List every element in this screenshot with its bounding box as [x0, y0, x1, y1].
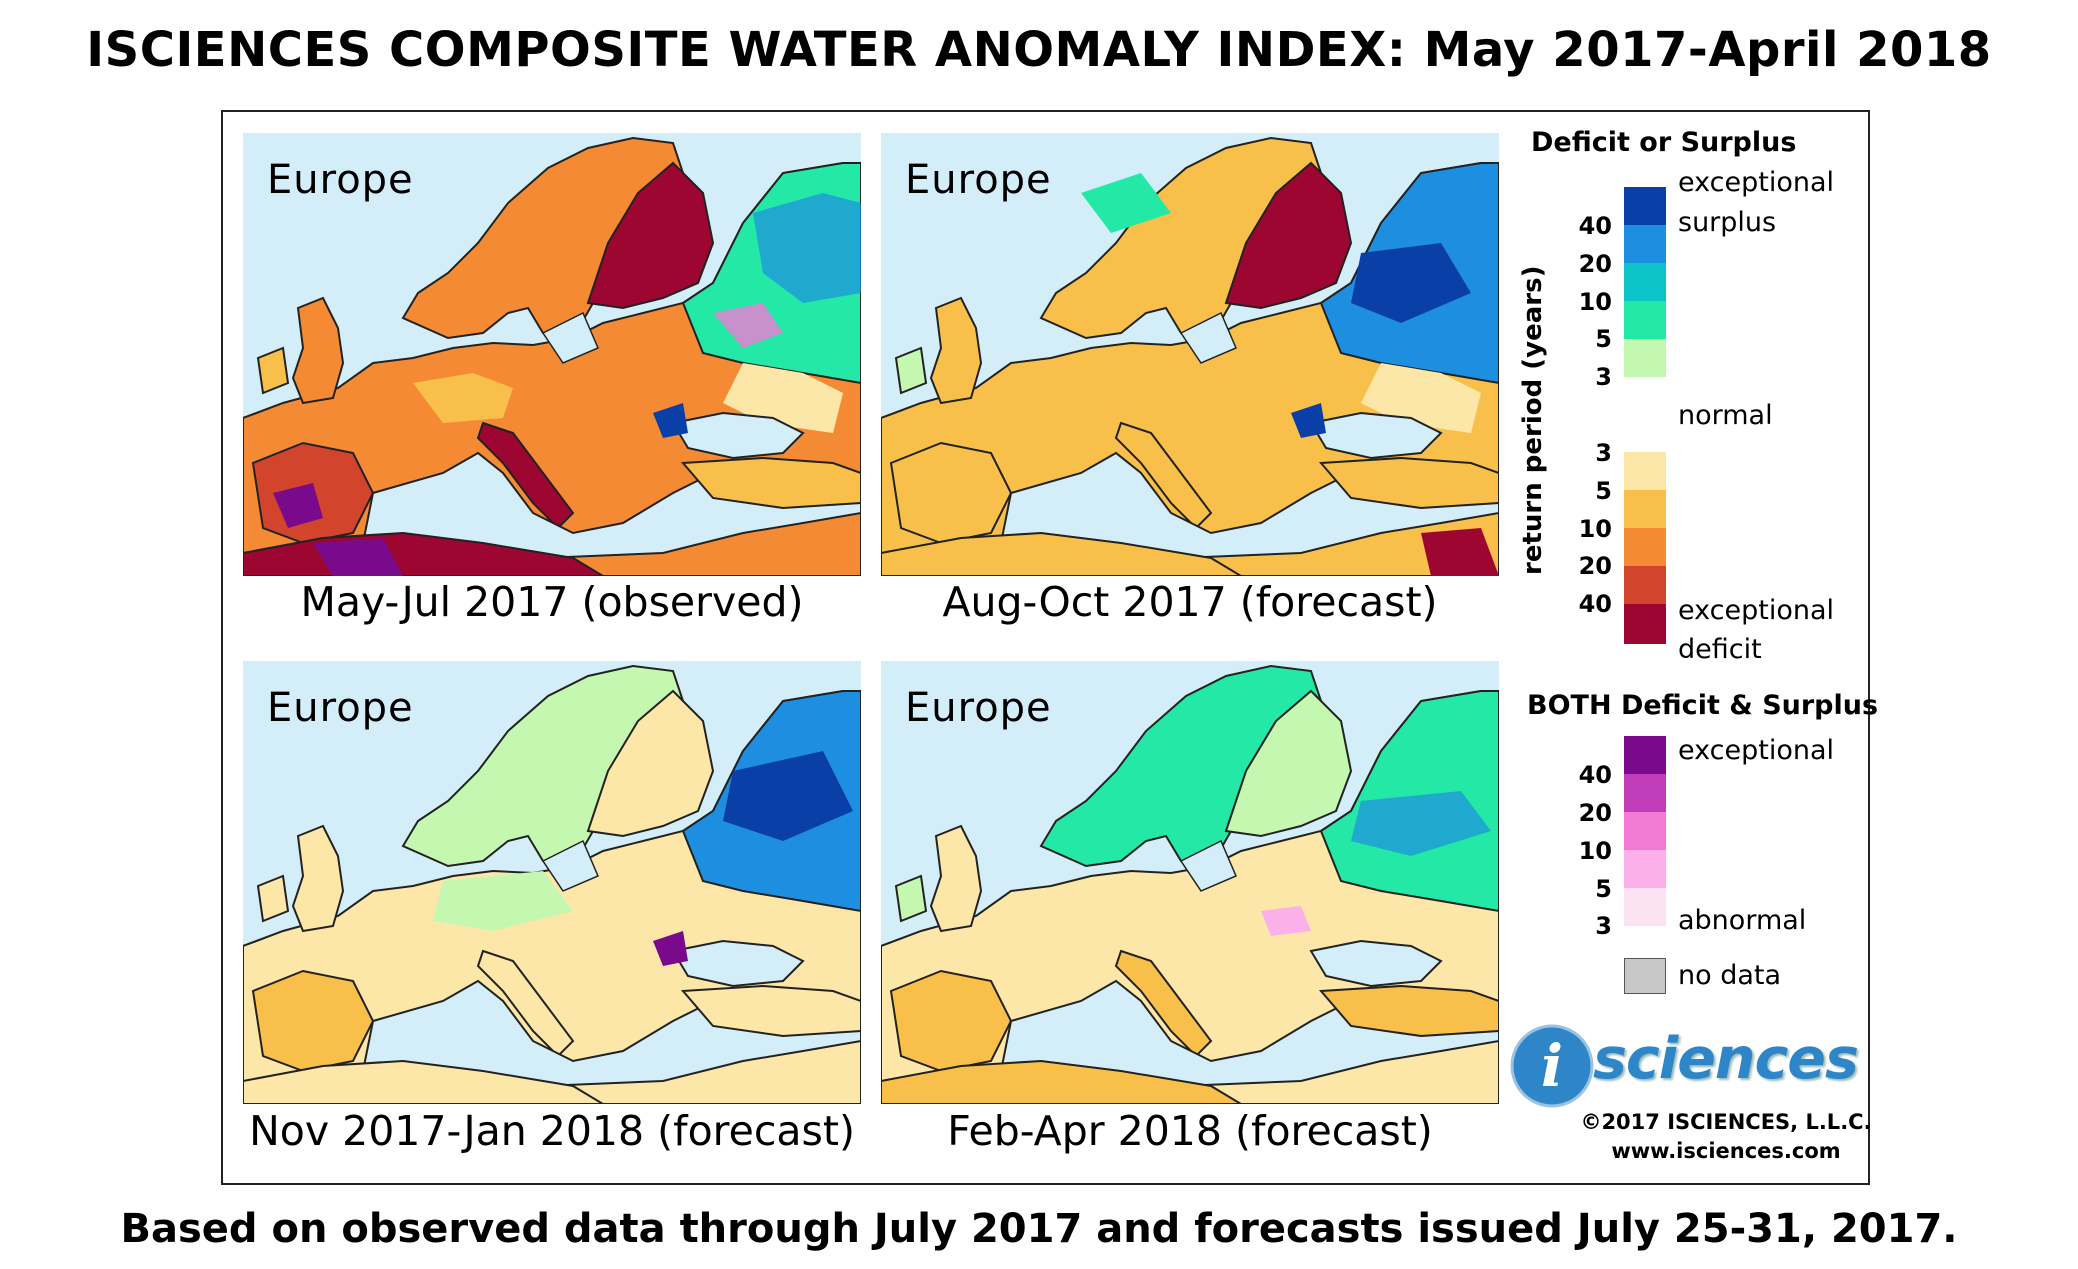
legend-tick: 40: [1578, 590, 1612, 618]
legend-swatch-deficit-5: [1624, 490, 1666, 528]
legend-tick: 5: [1595, 477, 1612, 505]
panel-caption: Feb-Apr 2018 (forecast): [947, 1107, 1433, 1155]
legend-swatch-deficit-20: [1624, 566, 1666, 604]
legend-swatch-no-data: [1624, 958, 1666, 994]
logo-wordmark: sciences: [1593, 1026, 1859, 1092]
legend-swatch-deficit-3: [1624, 452, 1666, 490]
legend-swatch-surplus-10: [1624, 263, 1666, 301]
map-region-label: Europe: [267, 685, 414, 731]
panel-caption: Nov 2017-Jan 2018 (forecast): [249, 1107, 855, 1155]
map-region-label: Europe: [267, 157, 414, 203]
legend-tick: 20: [1578, 799, 1612, 827]
page-title: ISCIENCES COMPOSITE WATER ANOMALY INDEX:…: [86, 22, 1992, 78]
legend-title-deficit-surplus: Deficit or Surplus: [1531, 127, 1797, 158]
legend-label-deficit: deficit: [1678, 634, 1762, 665]
map-region-label: Europe: [905, 685, 1052, 731]
panel-caption: May-Jul 2017 (observed): [300, 578, 804, 626]
legend-title-both: BOTH Deficit & Surplus: [1527, 690, 1879, 721]
legend-tick: 5: [1595, 325, 1612, 353]
map-panel-aug-oct-2017: Europe: [881, 133, 1499, 576]
legend-swatch-both-20: [1624, 774, 1666, 812]
legend-tick: 10: [1578, 288, 1612, 316]
map-panel-may-jul-2017: Europe: [243, 133, 861, 576]
map-panel-feb-apr-2018: Europe: [881, 661, 1499, 1104]
legend-swatch-surplus-20: [1624, 225, 1666, 263]
legend-swatch-deficit-10: [1624, 528, 1666, 566]
legend-swatch-normal: [1624, 377, 1666, 452]
legend-tick: 3: [1595, 439, 1612, 467]
legend-tick: 40: [1578, 212, 1612, 240]
legend-label-exceptional: exceptional: [1678, 167, 1835, 198]
legend-label-normal: normal: [1678, 400, 1773, 431]
legend-axis-label: return period (years): [1518, 265, 1548, 575]
website-link[interactable]: www.isciences.com: [1611, 1139, 1841, 1163]
europe-map: [243, 664, 861, 1104]
legend-tick: 10: [1578, 515, 1612, 543]
legend-swatch-both-40: [1624, 736, 1666, 774]
footer-note: Based on observed data through July 2017…: [120, 1206, 1958, 1252]
legend-tick: 20: [1578, 552, 1612, 580]
legend-tick: 10: [1578, 837, 1612, 865]
legend-label-surplus: surplus: [1678, 207, 1777, 238]
legend-label-no-data: no data: [1678, 960, 1782, 991]
legend-tick: 5: [1595, 875, 1612, 903]
map-panel-nov-2017-jan-2018: Europe: [243, 661, 861, 1104]
europe-map: [243, 136, 861, 576]
panel-caption: Aug-Oct 2017 (forecast): [942, 578, 1438, 626]
figure-frame: [221, 110, 1870, 1185]
legend-tick: 3: [1595, 363, 1612, 391]
copyright-notice: ©2017 ISCIENCES, L.L.C.: [1580, 1110, 1872, 1134]
map-region-label: Europe: [905, 157, 1052, 203]
legend-label-exceptional: exceptional: [1678, 595, 1835, 626]
legend-swatch-both-5: [1624, 850, 1666, 888]
legend-swatch-deficit-40: [1624, 604, 1666, 644]
legend-swatch-surplus-3: [1624, 339, 1666, 377]
legend-label-abnormal: abnormal: [1678, 905, 1807, 936]
europe-map: [881, 664, 1499, 1104]
legend-swatch-both-10: [1624, 812, 1666, 850]
logo-letter: i: [1541, 1032, 1563, 1100]
legend-swatch-both-3: [1624, 888, 1666, 926]
europe-map: [881, 136, 1499, 576]
isciences-logo: i: [1510, 1024, 1594, 1108]
legend-label-exceptional: exceptional: [1678, 735, 1835, 766]
legend-tick: 3: [1595, 912, 1612, 940]
legend-tick: 20: [1578, 250, 1612, 278]
legend-tick: 40: [1578, 761, 1612, 789]
legend-swatch-surplus-40: [1624, 187, 1666, 225]
legend-swatch-surplus-5: [1624, 301, 1666, 339]
